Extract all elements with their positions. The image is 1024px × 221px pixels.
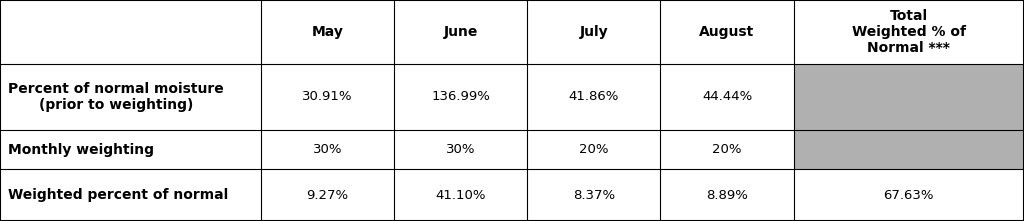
Text: 41.86%: 41.86% <box>568 90 620 103</box>
Text: 9.27%: 9.27% <box>306 189 349 202</box>
Text: August: August <box>699 25 755 39</box>
Text: May: May <box>311 25 344 39</box>
Text: 20%: 20% <box>713 143 741 156</box>
Text: 30%: 30% <box>446 143 475 156</box>
Bar <box>660 130 794 169</box>
Text: 136.99%: 136.99% <box>431 90 490 103</box>
Bar <box>394 0 527 64</box>
Bar <box>0 0 261 64</box>
Bar <box>527 169 660 221</box>
Text: 30.91%: 30.91% <box>302 90 353 103</box>
Text: 44.44%: 44.44% <box>701 90 753 103</box>
Text: 30%: 30% <box>313 143 342 156</box>
Bar <box>261 130 394 169</box>
Text: Percent of normal moisture
(prior to weighting): Percent of normal moisture (prior to wei… <box>8 82 224 112</box>
Bar <box>0 64 261 130</box>
Bar <box>261 169 394 221</box>
Bar <box>0 130 261 169</box>
Text: 8.37%: 8.37% <box>572 189 615 202</box>
Text: Monthly weighting: Monthly weighting <box>8 143 155 156</box>
Bar <box>794 0 1024 64</box>
Bar <box>527 130 660 169</box>
Text: 41.10%: 41.10% <box>435 189 486 202</box>
Bar <box>394 130 527 169</box>
Bar <box>261 0 394 64</box>
Bar <box>394 64 527 130</box>
Bar <box>527 64 660 130</box>
Bar <box>394 169 527 221</box>
Bar <box>660 0 794 64</box>
Text: 20%: 20% <box>580 143 608 156</box>
Bar <box>660 64 794 130</box>
Bar <box>794 130 1024 169</box>
Bar <box>794 169 1024 221</box>
Bar <box>794 64 1024 169</box>
Bar <box>660 169 794 221</box>
Text: 8.89%: 8.89% <box>707 189 748 202</box>
Text: July: July <box>580 25 608 39</box>
Bar <box>0 169 261 221</box>
Bar <box>527 0 660 64</box>
Bar <box>794 64 1024 130</box>
Text: Total
Weighted % of
Normal ***: Total Weighted % of Normal *** <box>852 9 966 55</box>
Bar <box>261 64 394 130</box>
Text: 67.63%: 67.63% <box>884 189 934 202</box>
Text: Weighted percent of normal: Weighted percent of normal <box>8 188 228 202</box>
Text: June: June <box>443 25 478 39</box>
